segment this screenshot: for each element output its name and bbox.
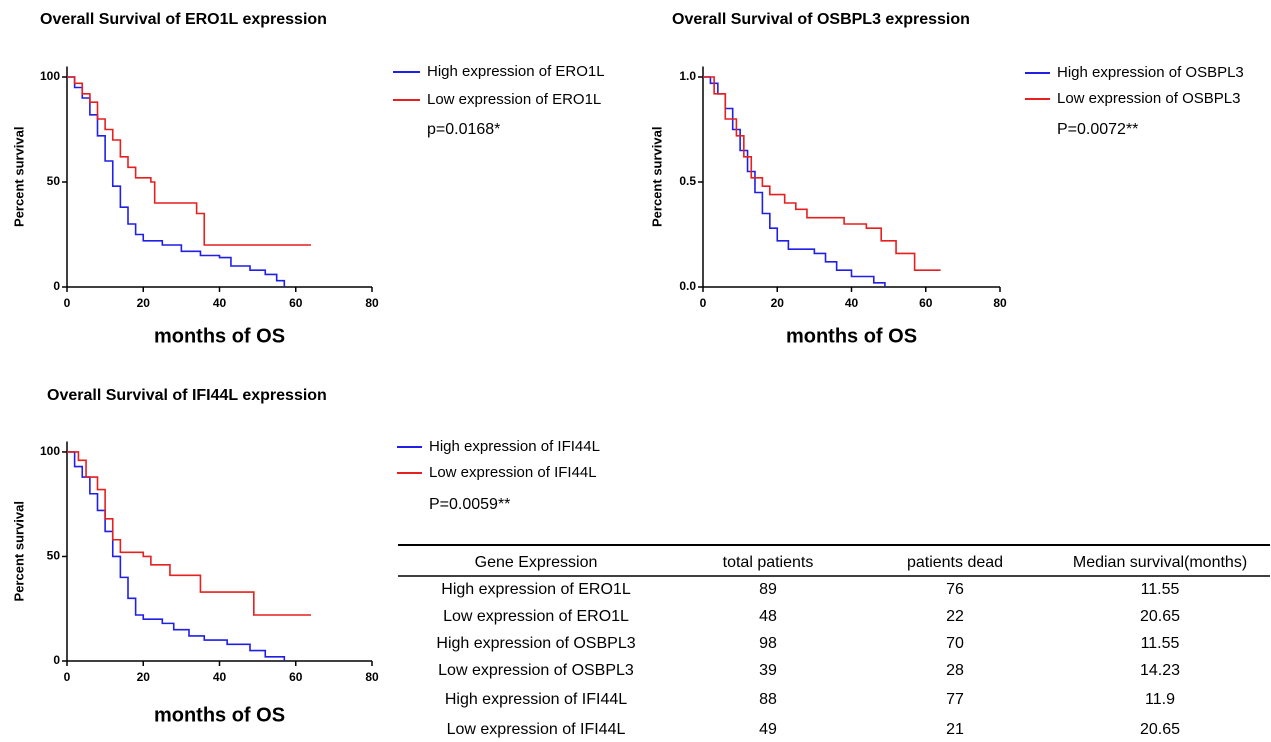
legend-label: High expression of ERO1L [427, 63, 605, 80]
table-cell: 28 [946, 662, 964, 679]
legend-label: Low expression of OSBPL3 [1057, 90, 1240, 107]
y-axis-label: Percent survival [11, 127, 26, 227]
table-header: Median survival(months) [1073, 554, 1247, 571]
table-cell: 20.65 [1140, 608, 1180, 625]
table-cell: 11.55 [1141, 635, 1180, 652]
table-cell: High expression of OSBPL3 [436, 635, 635, 652]
table-header: Gene Expression [475, 554, 598, 571]
x-tick-label: 60 [919, 296, 933, 310]
y-tick-label: 1.0 [679, 69, 696, 83]
y-tick-label: 0.0 [679, 279, 696, 293]
legend-label: Low expression of ERO1L [427, 91, 601, 108]
x-axis-label: months of OS [154, 325, 285, 347]
table-cell: 14.23 [1140, 662, 1180, 679]
p-value: p=0.0168* [427, 121, 500, 138]
x-tick-label: 60 [289, 296, 303, 310]
table-cell: High expression of IFI44L [445, 691, 627, 708]
x-axis-label: months of OS [154, 704, 285, 726]
x-tick-label: 40 [845, 296, 859, 310]
x-tick-label: 20 [137, 670, 151, 684]
y-tick-label: 0 [53, 653, 60, 667]
x-tick-label: 80 [993, 296, 1007, 310]
x-tick-label: 20 [137, 296, 151, 310]
legend-label: High expression of IFI44L [429, 438, 600, 455]
survival-line [67, 451, 311, 616]
survival-line [67, 76, 311, 246]
table-cell: 89 [759, 581, 777, 598]
x-tick-label: 60 [289, 670, 303, 684]
y-axis-label: Percent survival [11, 501, 26, 601]
x-tick-label: 80 [365, 296, 379, 310]
y-axis-label: Percent survival [649, 127, 664, 227]
table-cell: High expression of ERO1L [441, 581, 631, 598]
table-cell: 98 [759, 635, 777, 652]
table-header: patients dead [907, 554, 1003, 571]
table-cell: 76 [946, 581, 964, 598]
y-tick-label: 0 [53, 279, 60, 293]
table-cell: 70 [946, 635, 964, 652]
chart-title: Overall Survival of OSBPL3 expression [672, 11, 970, 28]
survival-line [67, 451, 286, 661]
table-cell: Low expression of OSBPL3 [438, 662, 634, 679]
x-axis-label: months of OS [786, 325, 917, 347]
table-cell: Low expression of IFI44L [447, 721, 626, 738]
y-tick-label: 50 [47, 549, 61, 563]
chart-title: Overall Survival of ERO1L expression [40, 11, 327, 28]
table-header: total patients [723, 554, 814, 571]
x-tick-label: 0 [64, 670, 71, 684]
x-tick-label: 40 [213, 670, 227, 684]
table-cell: 21 [946, 721, 964, 738]
y-tick-label: 100 [40, 69, 60, 83]
table-cell: 11.9 [1145, 691, 1175, 708]
y-tick-label: 50 [47, 174, 61, 188]
x-tick-label: 0 [64, 296, 71, 310]
x-tick-label: 80 [365, 670, 379, 684]
x-tick-label: 0 [700, 296, 707, 310]
legend-label: High expression of OSBPL3 [1057, 64, 1244, 81]
p-value: P=0.0072** [1057, 121, 1138, 138]
table-cell: 48 [759, 608, 777, 625]
table-cell: 77 [946, 691, 964, 708]
chart-title: Overall Survival of IFI44L expression [47, 387, 327, 404]
table-cell: Low expression of ERO1L [443, 608, 629, 625]
table-cell: 39 [759, 662, 777, 679]
survival-line [67, 76, 286, 287]
p-value: P=0.0059** [429, 496, 510, 513]
legend-label: Low expression of IFI44L [429, 464, 597, 481]
x-tick-label: 40 [213, 296, 227, 310]
y-tick-label: 0.5 [679, 174, 696, 188]
survival-line [703, 76, 941, 271]
table-cell: 22 [946, 608, 964, 625]
survival-line [703, 76, 886, 287]
y-tick-label: 100 [40, 444, 60, 458]
table-cell: 88 [759, 691, 777, 708]
table-cell: 11.55 [1141, 581, 1180, 598]
table-cell: 20.65 [1140, 721, 1180, 738]
x-tick-label: 20 [771, 296, 785, 310]
table-cell: 49 [759, 721, 777, 738]
